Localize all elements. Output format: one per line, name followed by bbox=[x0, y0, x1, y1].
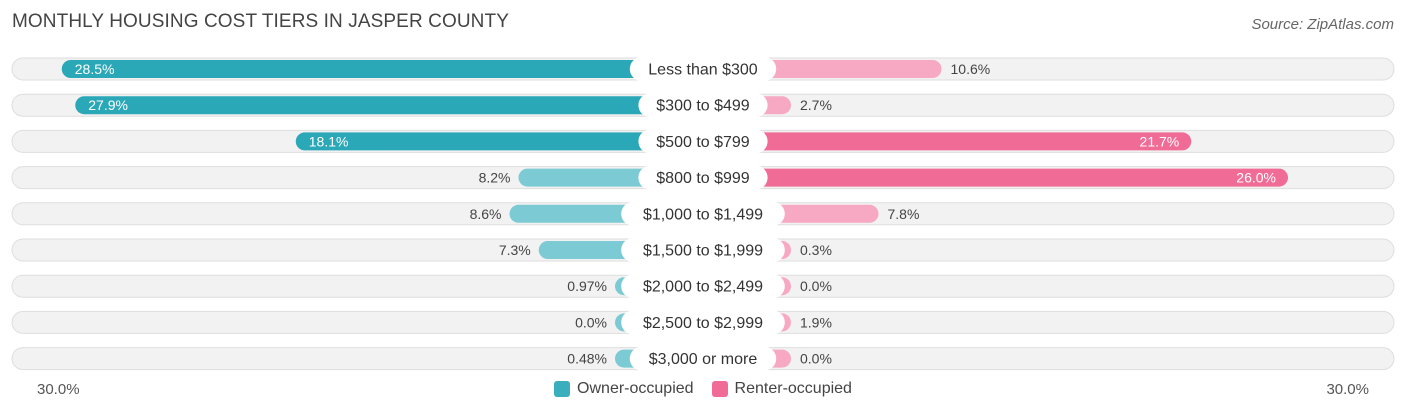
category-label: $500 to $799 bbox=[656, 134, 750, 151]
renter-bar bbox=[703, 132, 1192, 151]
renter-value-label: 21.7% bbox=[1140, 133, 1180, 149]
category-label: $1,500 to $1,999 bbox=[643, 243, 763, 260]
chart-plot: 28.5% 10.6% Less than $300 27.9% 2.7% $300 to… bbox=[11, 57, 1395, 371]
owner-value-label: 8.2% bbox=[479, 170, 511, 186]
owner-value-label: 7.3% bbox=[499, 242, 531, 258]
owner-value-label: 28.5% bbox=[75, 61, 115, 77]
legend-item-renter: Renter-occupied bbox=[711, 380, 852, 398]
renter-value-label: 10.6% bbox=[951, 61, 991, 77]
owner-value-label: 18.1% bbox=[309, 133, 349, 149]
category-pill bbox=[621, 201, 785, 226]
legend-item-owner: Owner-occupied bbox=[554, 380, 694, 398]
category-pill bbox=[638, 93, 768, 118]
renter-value-label: 26.0% bbox=[1236, 170, 1276, 186]
category-pill bbox=[629, 57, 777, 81]
category-label: $2,500 to $2,999 bbox=[643, 315, 763, 332]
category-pill bbox=[629, 346, 777, 371]
renter-bar bbox=[703, 168, 1288, 187]
owner-bar bbox=[75, 96, 703, 115]
chart-title: MONTHLY HOUSING COST TIERS IN JASPER COU… bbox=[12, 11, 509, 32]
category-pill bbox=[638, 129, 768, 154]
legend-swatch-renter bbox=[711, 381, 728, 397]
owner-bar bbox=[295, 132, 703, 151]
renter-value-label: 0.0% bbox=[800, 278, 832, 294]
category-label: $300 to $499 bbox=[656, 98, 750, 115]
category-pill bbox=[638, 165, 768, 190]
category-pill bbox=[621, 238, 785, 262]
owner-value-label: 0.48% bbox=[567, 351, 607, 367]
renter-value-label: 7.8% bbox=[888, 206, 920, 222]
legend: Owner-occupied Renter-occupied bbox=[0, 380, 1406, 398]
owner-value-label: 27.9% bbox=[88, 97, 128, 113]
renter-value-label: 0.3% bbox=[800, 242, 832, 258]
axis-left-label: 30.0% bbox=[37, 381, 80, 398]
renter-value-label: 1.9% bbox=[800, 314, 832, 330]
owner-value-label: 8.6% bbox=[470, 206, 502, 222]
owner-value-label: 0.97% bbox=[567, 278, 607, 294]
renter-value-label: 2.7% bbox=[800, 97, 832, 113]
category-label: $1,000 to $1,499 bbox=[643, 206, 763, 223]
chart-source: Source: ZipAtlas.com bbox=[1251, 16, 1394, 33]
renter-value-label: 0.0% bbox=[800, 351, 832, 367]
axis-right-label: 30.0% bbox=[1326, 381, 1369, 398]
category-label: Less than $300 bbox=[648, 62, 758, 79]
category-label: $800 to $999 bbox=[656, 170, 750, 187]
category-pill bbox=[621, 310, 785, 335]
legend-swatch-owner bbox=[554, 381, 571, 397]
category-label: $3,000 or more bbox=[649, 351, 758, 368]
owner-value-label: 0.0% bbox=[575, 314, 607, 330]
category-label: $2,000 to $2,499 bbox=[643, 279, 763, 296]
owner-bar bbox=[61, 60, 703, 78]
legend-label-renter: Renter-occupied bbox=[734, 380, 852, 397]
legend-label-owner: Owner-occupied bbox=[577, 380, 694, 397]
category-pill bbox=[621, 274, 785, 299]
